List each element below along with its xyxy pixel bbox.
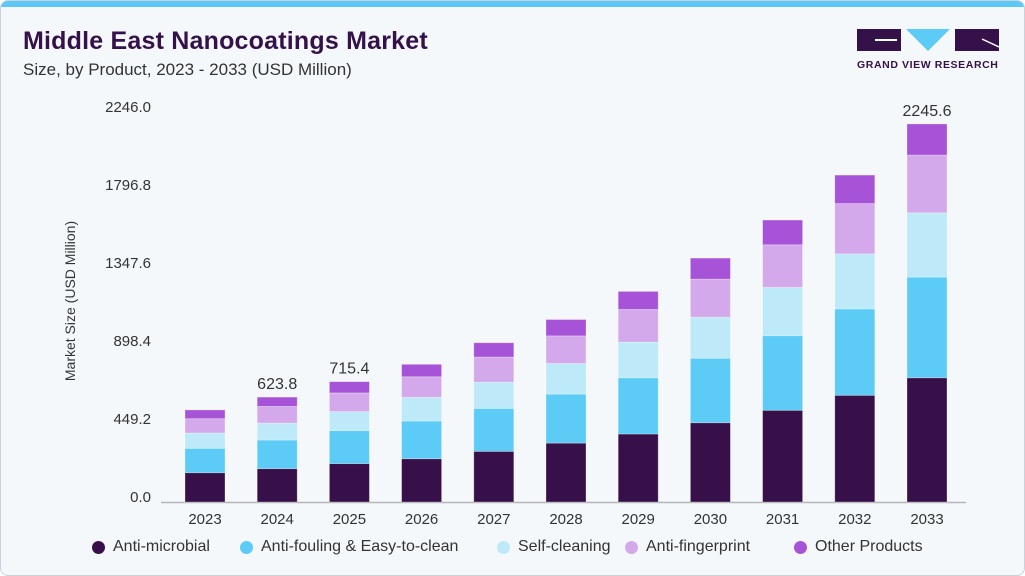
legend-label: Self-cleaning [518,538,611,555]
bar-segment-self-cleaning-2031 [762,286,803,337]
logo-text: GRAND VIEW RESEARCH [857,59,999,71]
legend-item: Anti-fouling & Easy-to-clean [240,538,458,556]
data-label: 715.4 [329,361,369,378]
y-tick-label: 1796.8 [105,177,151,194]
legend-item: Anti-microbial [92,538,210,556]
legend-label: Other Products [815,538,923,555]
bar-segment-other-products-2030 [690,257,731,280]
bar-segment-anti-fingerprint-2025 [328,392,370,413]
y-tick-label: 898.4 [113,333,151,350]
bar-segment-self-cleaning-2026 [401,396,443,422]
x-tick-label: 2026 [405,511,438,528]
bar-segment-anti-fingerprint-2030 [690,278,731,318]
bar-segment-other-products-2023 [184,409,226,420]
bar-segment-anti-fouling-easy-to-clean-2025 [328,430,370,465]
bar-segment-anti-microbial-2023 [184,472,226,503]
bar-segment-anti-fouling-easy-to-clean-2023 [184,447,226,474]
bar-segment-self-cleaning-2023 [184,432,226,449]
bar-segment-anti-microbial-2028 [545,442,587,503]
bar-segment-other-products-2027 [473,342,515,358]
data-label: 623.8 [257,376,297,393]
legend-item: Anti-fingerprint [625,538,750,556]
bar-segment-anti-fouling-easy-to-clean-2032 [834,308,876,396]
bar-segment-other-products-2024 [256,396,298,407]
bar-segment-anti-fingerprint-2028 [545,335,587,364]
bar-segment-anti-microbial-2029 [617,433,659,503]
legend: Anti-microbial Anti-fouling & Easy-to-cle… [1,538,1024,560]
y-tick-label: 1347.6 [105,255,151,272]
bar-segment-anti-fingerprint-2023 [184,418,226,434]
x-tick-label: 2031 [766,511,799,528]
y-tick-label: 0.0 [130,489,151,506]
legend-item: Other Products [794,538,923,556]
bar-segment-self-cleaning-2024 [256,422,298,441]
bar-segment-anti-fouling-easy-to-clean-2030 [690,357,731,424]
bar-segment-anti-fingerprint-2024 [256,405,298,424]
bar-segment-anti-microbial-2026 [401,458,443,503]
bar-segment-self-cleaning-2025 [328,411,370,432]
bar-segment-other-products-2032 [834,174,876,204]
x-tick-label: 2027 [477,511,510,528]
bar-segment-other-products-2031 [762,219,803,246]
accent-bar [1,1,1024,7]
legend-marker-icon [92,540,105,554]
bar-segment-self-cleaning-2029 [617,341,659,379]
bar-segment-other-products-2028 [545,319,587,337]
x-tick-label: 2029 [622,511,655,528]
legend-label: Anti-microbial [113,538,210,555]
bar-segment-anti-fingerprint-2033 [906,154,948,214]
bar-segment-anti-microbial-2030 [690,422,731,503]
grand-view-research-logo [857,29,999,51]
bar-segment-self-cleaning-2028 [545,363,587,395]
bar-segment-anti-microbial-2024 [256,468,298,503]
legend-label: Anti-fouling & Easy-to-clean [261,538,459,555]
x-tick-label: 2032 [838,511,871,528]
bar-segment-anti-fingerprint-2032 [834,203,876,255]
bar-segment-self-cleaning-2033 [906,212,948,278]
x-tick-label: 2033 [910,511,943,528]
bar-segment-anti-fouling-easy-to-clean-2024 [256,439,298,470]
legend-item: Self-cleaning [497,538,611,556]
bar-segment-anti-fouling-easy-to-clean-2033 [906,276,948,379]
bar-segment-other-products-2033 [906,123,948,156]
bar-segment-self-cleaning-2027 [473,381,515,409]
chart-title: Middle East Nanocoatings Market [23,27,428,55]
bar-segment-self-cleaning-2032 [834,253,876,310]
bar-segment-anti-microbial-2031 [762,409,803,503]
bar-segment-anti-fouling-easy-to-clean-2027 [473,408,515,452]
bar-segment-anti-fingerprint-2027 [473,356,515,383]
bar-segment-anti-microbial-2025 [328,463,370,503]
bar-segment-self-cleaning-2030 [690,316,731,359]
bar-segment-anti-fouling-easy-to-clean-2028 [545,393,587,444]
y-tick-label: 449.2 [113,411,151,428]
legend-marker-icon [497,540,510,554]
y-axis-label: Market Size (USD Million) [62,221,78,381]
x-tick-label: 2024 [261,511,294,528]
bar-segment-anti-microbial-2032 [834,394,876,503]
legend-marker-icon [240,540,253,554]
bar-segment-anti-fingerprint-2031 [762,244,803,288]
bar-segment-other-products-2026 [401,363,443,378]
bar-segment-other-products-2025 [328,381,370,394]
data-label: 2245.6 [903,103,952,120]
bar-segment-anti-microbial-2027 [473,450,515,503]
legend-label: Anti-fingerprint [646,538,751,555]
bar-segment-anti-fingerprint-2026 [401,376,443,398]
bar-segment-anti-microbial-2033 [906,377,948,503]
bar-segment-anti-fingerprint-2029 [617,309,659,343]
bar-segment-anti-fouling-easy-to-clean-2031 [762,335,803,411]
chart-subtitle: Size, by Product, 2023 - 2033 (USD Milli… [23,60,352,79]
bar-segment-anti-fouling-easy-to-clean-2029 [617,377,659,435]
bar-segment-anti-fouling-easy-to-clean-2026 [401,420,443,460]
x-tick-label: 2028 [549,511,582,528]
y-tick-label: 2246.0 [105,99,151,116]
legend-marker-icon [794,540,807,554]
bar-segment-other-products-2029 [617,291,659,310]
x-tick-label: 2030 [694,511,727,528]
x-tick-label: 2023 [188,511,221,528]
legend-marker-icon [625,540,638,554]
x-tick-label: 2025 [333,511,366,528]
